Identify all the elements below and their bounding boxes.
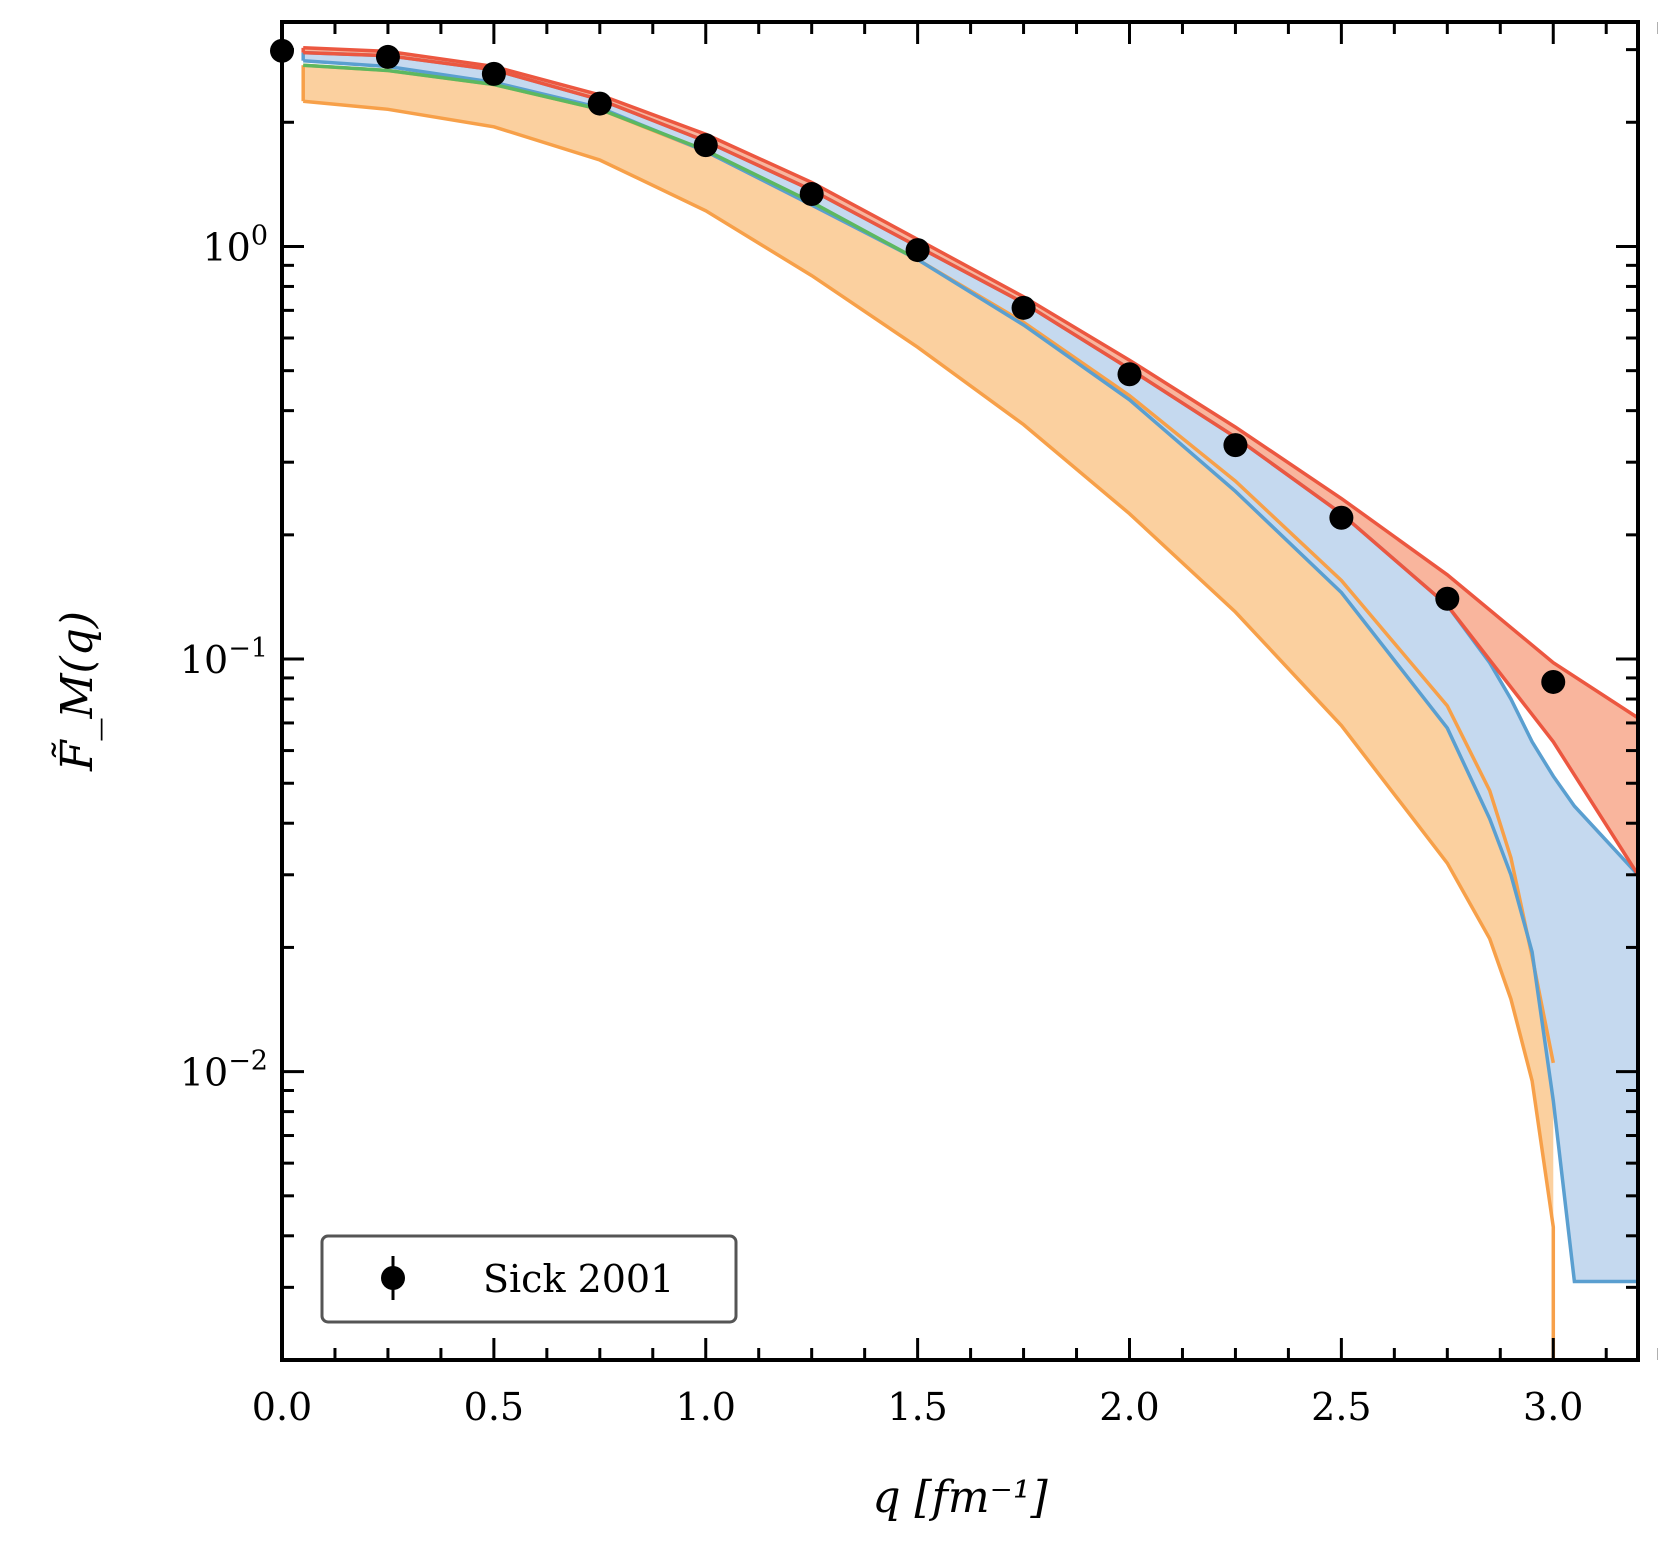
orange-band-fill [303, 65, 1554, 1228]
legend-marker [381, 1266, 405, 1290]
data-point [375, 44, 400, 69]
y-tick-label: 10−1 [180, 633, 268, 682]
x-axis-label: q [fm⁻¹] [872, 1472, 1048, 1523]
data-point [1011, 295, 1036, 320]
x-tick-label: 1.0 [676, 1385, 736, 1429]
axis-ticks [280, 22, 1658, 1362]
data-point [481, 61, 506, 86]
y-tick-label: 10−2 [180, 1046, 268, 1095]
data-point [1223, 433, 1248, 458]
x-tick-label: 1.5 [887, 1385, 947, 1429]
data-point [693, 133, 718, 158]
plot-area [301, 46, 1638, 1360]
blue-band-lower-line [303, 58, 1638, 1360]
legend: Sick 2001 [320, 1234, 738, 1324]
red-band-lower-line [303, 50, 1638, 876]
axes-frame [280, 20, 1640, 1362]
y-tick-label: 100 [202, 220, 268, 269]
legend-entry-sick-2001: Sick 2001 [483, 1257, 674, 1301]
data-point [905, 238, 930, 263]
data-point [799, 182, 824, 207]
y-axis-label: F̃_M(q) [50, 611, 103, 772]
x-tick-labels: 0.0 0.5 1.0 1.5 2.0 2.5 3.0 [252, 1385, 1584, 1429]
x-tick-label: 0.0 [252, 1385, 312, 1429]
data-point [1117, 362, 1142, 387]
data-point [587, 91, 612, 116]
x-tick-label: 2.5 [1311, 1385, 1371, 1429]
data-point [1435, 586, 1460, 611]
x-tick-label: 2.0 [1099, 1385, 1159, 1429]
red-band-upper-line [303, 46, 1638, 720]
y-tick-labels: 100 10−1 10−2 [180, 220, 268, 1094]
data-point [1541, 669, 1566, 694]
blue-band-fill [303, 52, 1638, 1282]
data-points [270, 38, 1566, 694]
x-tick-label: 0.5 [464, 1385, 524, 1429]
orange-band-lower-line [303, 99, 1556, 1360]
x-tick-label: 3.0 [1523, 1385, 1583, 1429]
legend-box [320, 1234, 738, 1324]
data-point [1329, 505, 1354, 530]
